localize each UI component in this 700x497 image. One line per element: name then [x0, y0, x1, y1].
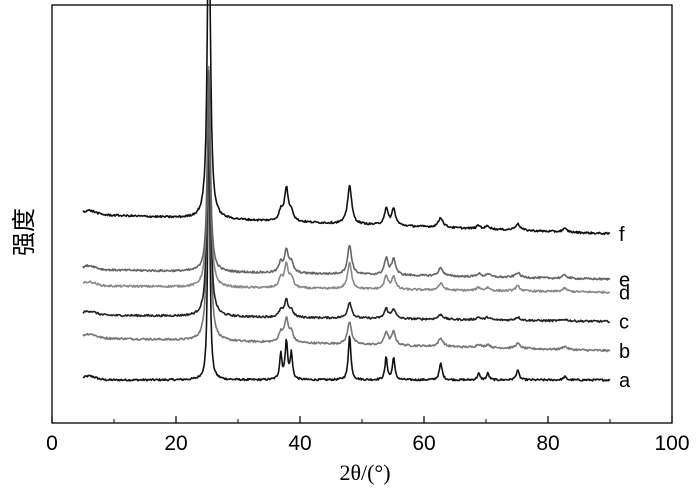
- x-tick-label: 40: [288, 432, 311, 455]
- series-a-label: a: [619, 370, 631, 392]
- series-f-label: f: [619, 224, 625, 246]
- series-b-line: [82, 87, 611, 353]
- series-c-line: [82, 69, 611, 324]
- series-layer: [82, 0, 611, 382]
- series-a-line: [82, 74, 611, 382]
- series-e-line: [82, 69, 611, 281]
- x-tick-label: 0: [46, 432, 58, 455]
- series-b-label: b: [619, 341, 630, 363]
- x-tick-label: 80: [536, 432, 559, 455]
- x-axis-label: 2θ/(°): [339, 460, 390, 485]
- series-d-label: d: [619, 282, 630, 304]
- series-f-line: [82, 0, 611, 236]
- plot-border: [51, 4, 673, 424]
- series-c-label: c: [619, 312, 629, 334]
- series-e-label: e: [619, 269, 630, 291]
- x-axis: 0 20 40 60 80 100: [46, 416, 690, 455]
- y-axis-label: 强度: [10, 208, 38, 256]
- series-d-line: [82, 65, 611, 294]
- plot-frame: [51, 4, 673, 424]
- x-tick-label: 100: [654, 432, 689, 455]
- x-tick-label: 60: [412, 432, 435, 455]
- x-tick-label: 20: [164, 432, 187, 455]
